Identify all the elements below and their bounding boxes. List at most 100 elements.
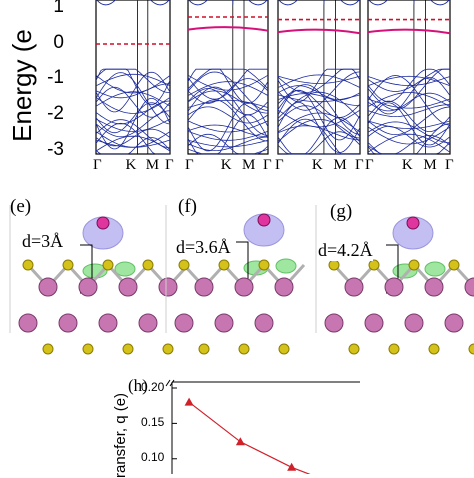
- distance-label-e: d=3Å: [22, 231, 63, 252]
- conduction-band-line: [338, 0, 360, 5]
- metal-atom: [215, 314, 233, 332]
- metal-atom: [235, 278, 253, 296]
- metal-atom: [19, 314, 37, 332]
- charge-plot-svg: [0, 370, 474, 474]
- sulfur-atom: [369, 260, 379, 270]
- sulfur-atom: [449, 260, 459, 270]
- metal-atom: [405, 314, 423, 332]
- metal-atom: [345, 278, 363, 296]
- conduction-band-line: [246, 0, 268, 5]
- valence-band-line: [278, 106, 360, 138]
- sulfur-atom: [429, 344, 439, 354]
- distance-label-f: d=3.6Å: [176, 237, 231, 258]
- kpath-label: Γ: [365, 157, 374, 174]
- kpath-label: K: [221, 157, 232, 174]
- valence-band-line: [96, 132, 170, 148]
- metal-atom: [275, 278, 293, 296]
- charge-density-lobe: [276, 259, 296, 273]
- metal-atom: [175, 314, 193, 332]
- kpath-label: Γ: [93, 157, 102, 174]
- structures-svg: [0, 195, 474, 365]
- kpath-label: K: [125, 157, 136, 174]
- sulfur-atom: [349, 344, 359, 354]
- kpath-label: Γ: [263, 157, 272, 174]
- valence-band-line: [278, 69, 360, 93]
- metal-atom: [159, 278, 177, 296]
- sulfur-atom: [143, 260, 153, 270]
- defect-band-line: [188, 27, 268, 31]
- kpath-label: M: [423, 157, 436, 174]
- charge-density-lobe: [425, 262, 445, 276]
- metal-atom: [445, 314, 463, 332]
- valence-band-line: [96, 84, 170, 98]
- distance-label-g: d=4.2Å: [318, 240, 373, 261]
- valence-band-line: [188, 125, 268, 137]
- valence-band-line: [188, 107, 268, 123]
- axis-break-mark: [166, 380, 174, 386]
- metal-atom: [59, 314, 77, 332]
- sulfur-atom: [259, 260, 269, 270]
- kpath-label: Γ: [185, 157, 194, 174]
- sulfur-atom: [103, 260, 113, 270]
- kpath-label: M: [242, 157, 255, 174]
- sulfur-atom: [409, 260, 419, 270]
- charge-transfer-line: [189, 402, 343, 474]
- valence-band-line: [368, 122, 450, 143]
- sulfur-atom: [219, 260, 229, 270]
- sulfur-atom: [389, 344, 399, 354]
- metal-atom: [385, 278, 403, 296]
- band-panel-frame: [278, 0, 360, 154]
- molecule-atom: [258, 214, 270, 226]
- sulfur-atom: [279, 344, 289, 354]
- molecule-atom: [407, 217, 419, 229]
- sulfur-atom: [83, 344, 93, 354]
- conduction-band-line: [368, 0, 390, 5]
- valence-band-line: [188, 149, 268, 154]
- sulfur-atom: [199, 344, 209, 354]
- sulfur-atom: [469, 344, 474, 354]
- valence-band-line: [96, 138, 170, 154]
- conduction-band-line: [96, 0, 118, 5]
- conduction-band-line: [278, 0, 300, 5]
- molecule-atom: [97, 217, 109, 229]
- valence-band-line: [368, 69, 450, 101]
- metal-atom: [365, 314, 383, 332]
- sulfur-atom: [179, 260, 189, 270]
- conduction-band-line: [188, 0, 210, 5]
- metal-atom: [99, 314, 117, 332]
- metal-atom: [325, 314, 343, 332]
- sulfur-atom: [239, 344, 249, 354]
- kpath-label: Γ: [445, 157, 454, 174]
- valence-band-line: [188, 82, 268, 96]
- valence-band-line: [188, 69, 268, 103]
- defect-band-line: [368, 30, 450, 34]
- kpath-label: Γ: [355, 157, 364, 174]
- kpath-label: M: [146, 157, 159, 174]
- charge-transfer-point: [287, 463, 296, 471]
- charge-transfer-point: [185, 398, 194, 406]
- conduction-band-line: [428, 0, 450, 5]
- defect-band-line: [278, 30, 360, 34]
- kpath-label: K: [312, 157, 323, 174]
- kpath-label: Γ: [165, 157, 174, 174]
- kpath-label: M: [333, 157, 346, 174]
- metal-atom: [195, 278, 213, 296]
- charge-transfer-point: [236, 437, 245, 445]
- metal-atom: [255, 314, 273, 332]
- valence-band-line: [188, 134, 268, 154]
- sulfur-atom: [123, 344, 133, 354]
- valence-band-line: [278, 69, 360, 102]
- kpath-label: K: [402, 157, 413, 174]
- sulfur-atom: [43, 344, 53, 354]
- metal-atom: [39, 278, 57, 296]
- band-panels-svg: [0, 0, 474, 170]
- metal-atom: [119, 278, 137, 296]
- metal-atom: [79, 278, 97, 296]
- sulfur-atom: [23, 260, 33, 270]
- valence-band-line: [368, 107, 450, 135]
- kpath-label: Γ: [275, 157, 284, 174]
- sulfur-atom: [329, 260, 339, 270]
- metal-atom: [425, 278, 443, 296]
- sulfur-atom: [163, 344, 173, 354]
- sulfur-atom: [63, 260, 73, 270]
